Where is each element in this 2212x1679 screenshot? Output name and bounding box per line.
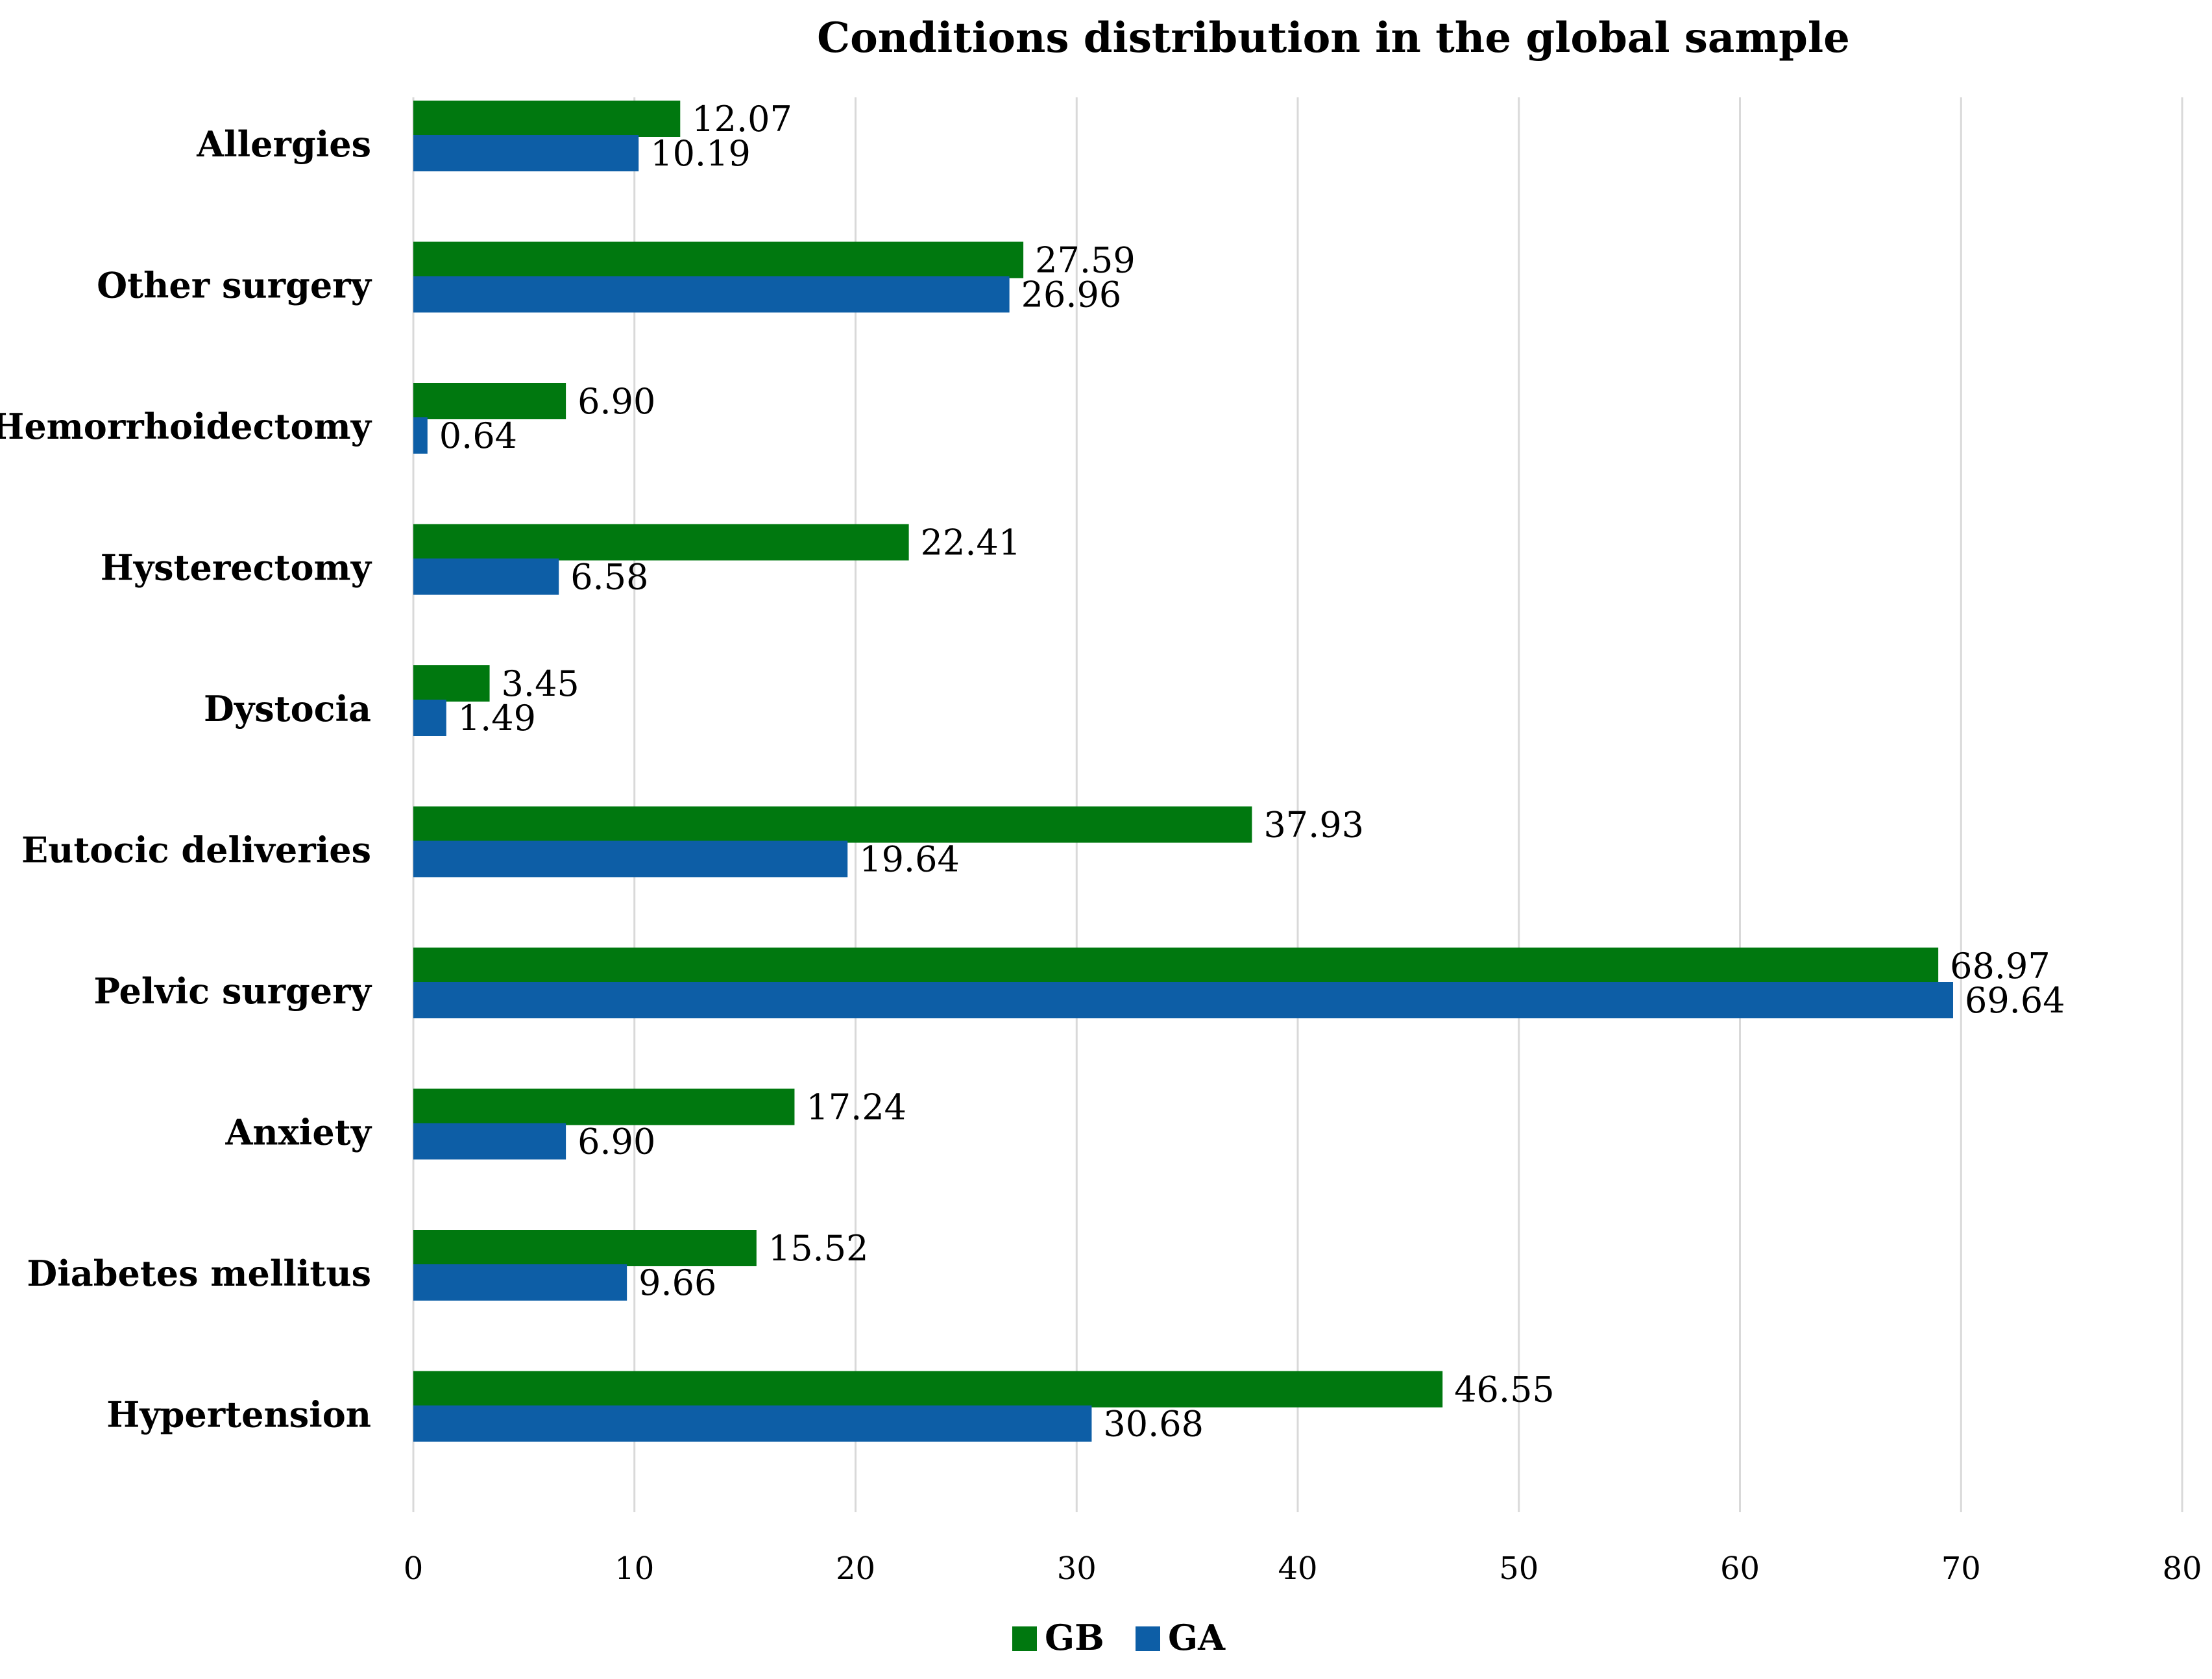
category-label-other-surgery: Other surgery — [97, 265, 372, 306]
bar-ga-other-surgery — [413, 276, 1010, 313]
x-tick-label-70: 70 — [1941, 1550, 1981, 1587]
data-label-ga-pelvic-surgery: 69.64 — [1965, 980, 2065, 1021]
data-label-gb-diabetes-mellitus: 15.52 — [768, 1228, 869, 1269]
bar-ga-hemorrhoidectomy — [413, 417, 428, 454]
data-label-gb-hysterectomy: 22.41 — [921, 522, 1021, 563]
bar-ga-allergies — [413, 135, 639, 171]
data-label-ga-hemorrhoidectomy: 0.64 — [439, 415, 517, 456]
bar-ga-diabetes-mellitus — [413, 1264, 627, 1301]
bar-ga-eutocic-deliveries — [413, 840, 848, 877]
x-tick-label-60: 60 — [1720, 1550, 1760, 1587]
bar-gb-diabetes-mellitus — [413, 1230, 757, 1266]
category-label-eutocic-deliveries: Eutocic deliveries — [21, 829, 371, 871]
legend-swatch-gb — [1012, 1626, 1037, 1651]
category-label-allergies: Allergies — [196, 123, 371, 165]
legend-swatch-ga — [1136, 1626, 1160, 1651]
category-labels: Allergies Other surgery Hemorrhoidectomy Hy… — [0, 123, 372, 1436]
legend-label-ga: GA — [1168, 1617, 1226, 1658]
bar-gb-anxiety — [413, 1088, 795, 1125]
data-label-gb-dystocia: 3.45 — [502, 663, 579, 704]
data-label-gb-pelvic-surgery: 68.97 — [1950, 946, 2050, 987]
bar-ga-hysterectomy — [413, 558, 559, 595]
x-tick-label-20: 20 — [836, 1550, 875, 1587]
category-label-pelvic-surgery: Pelvic surgery — [93, 970, 372, 1012]
category-label-hemorrhoidectomy: Hemorrhoidectomy — [0, 406, 372, 447]
legend-label-gb: GB — [1045, 1617, 1104, 1658]
category-label-diabetes-mellitus: Diabetes mellitus — [27, 1253, 371, 1294]
x-tick-label-0: 0 — [404, 1550, 424, 1587]
bar-ga-dystocia — [413, 700, 446, 736]
bar-gb-hemorrhoidectomy — [413, 383, 566, 419]
x-tick-label-80: 80 — [2162, 1550, 2202, 1587]
x-tick-label-50: 50 — [1499, 1550, 1538, 1587]
data-label-gb-other-surgery: 27.59 — [1035, 240, 1136, 281]
category-label-hypertension: Hypertension — [106, 1394, 371, 1436]
bar-gb-hypertension — [413, 1371, 1443, 1408]
data-label-ga-other-surgery: 26.96 — [1021, 275, 1122, 315]
bar-gb-eutocic-deliveries — [413, 806, 1252, 843]
data-label-ga-hypertension: 30.68 — [1103, 1404, 1204, 1445]
x-tick-label-40: 40 — [1278, 1550, 1317, 1587]
data-label-gb-anxiety: 17.24 — [806, 1087, 906, 1128]
category-label-hysterectomy: Hysterectomy — [101, 547, 372, 589]
chart-title: Conditions distribution in the global sa… — [817, 14, 1850, 62]
data-label-ga-dystocia: 1.49 — [458, 698, 536, 739]
data-label-gb-eutocic-deliveries: 37.93 — [1263, 805, 1364, 846]
bar-gb-pelvic-surgery — [413, 948, 1939, 984]
category-label-dystocia: Dystocia — [204, 688, 371, 729]
data-label-ga-diabetes-mellitus: 9.66 — [638, 1262, 716, 1303]
bar-gb-hysterectomy — [413, 524, 909, 561]
data-label-gb-hemorrhoidectomy: 6.90 — [577, 381, 655, 422]
data-label-ga-anxiety: 6.90 — [577, 1121, 655, 1162]
bar-ga-anxiety — [413, 1123, 566, 1160]
x-axis-tick-labels: 0 10 20 30 40 50 60 70 80 — [404, 1550, 2202, 1587]
category-label-anxiety: Anxiety — [225, 1112, 372, 1153]
bar-gb-allergies — [413, 101, 681, 137]
bar-gb-other-surgery — [413, 241, 1024, 278]
bars — [413, 101, 1953, 1442]
x-tick-label-30: 30 — [1057, 1550, 1097, 1587]
bar-ga-pelvic-surgery — [413, 982, 1953, 1018]
bar-ga-hypertension — [413, 1405, 1092, 1442]
gridlines — [412, 97, 2183, 1512]
data-label-ga-eutocic-deliveries: 19.64 — [859, 839, 960, 880]
data-label-ga-allergies: 10.19 — [650, 133, 751, 174]
data-label-gb-hypertension: 46.55 — [1454, 1369, 1555, 1410]
bar-gb-dystocia — [413, 665, 490, 702]
data-label-gb-allergies: 12.07 — [692, 99, 792, 140]
legend: GB GA — [1012, 1617, 1226, 1658]
data-label-ga-hysterectomy: 6.58 — [570, 557, 648, 598]
x-tick-label-10: 10 — [614, 1550, 654, 1587]
